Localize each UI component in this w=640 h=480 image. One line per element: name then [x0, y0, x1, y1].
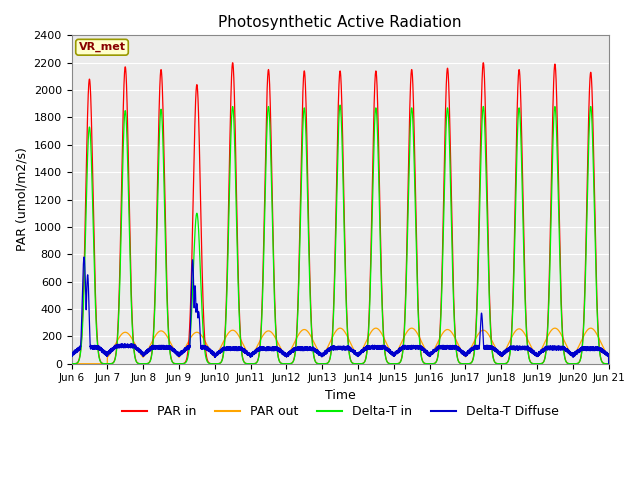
Text: VR_met: VR_met — [79, 42, 125, 52]
Legend: PAR in, PAR out, Delta-T in, Delta-T Diffuse: PAR in, PAR out, Delta-T in, Delta-T Dif… — [116, 400, 563, 423]
X-axis label: Time: Time — [324, 389, 355, 402]
Title: Photosynthetic Active Radiation: Photosynthetic Active Radiation — [218, 15, 462, 30]
Y-axis label: PAR (umol/m2/s): PAR (umol/m2/s) — [15, 147, 28, 252]
